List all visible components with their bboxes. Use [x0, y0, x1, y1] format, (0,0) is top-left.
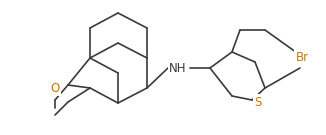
Text: NH: NH [169, 62, 187, 75]
Text: O: O [51, 82, 60, 94]
Text: S: S [254, 95, 262, 109]
Text: Br: Br [295, 50, 309, 63]
